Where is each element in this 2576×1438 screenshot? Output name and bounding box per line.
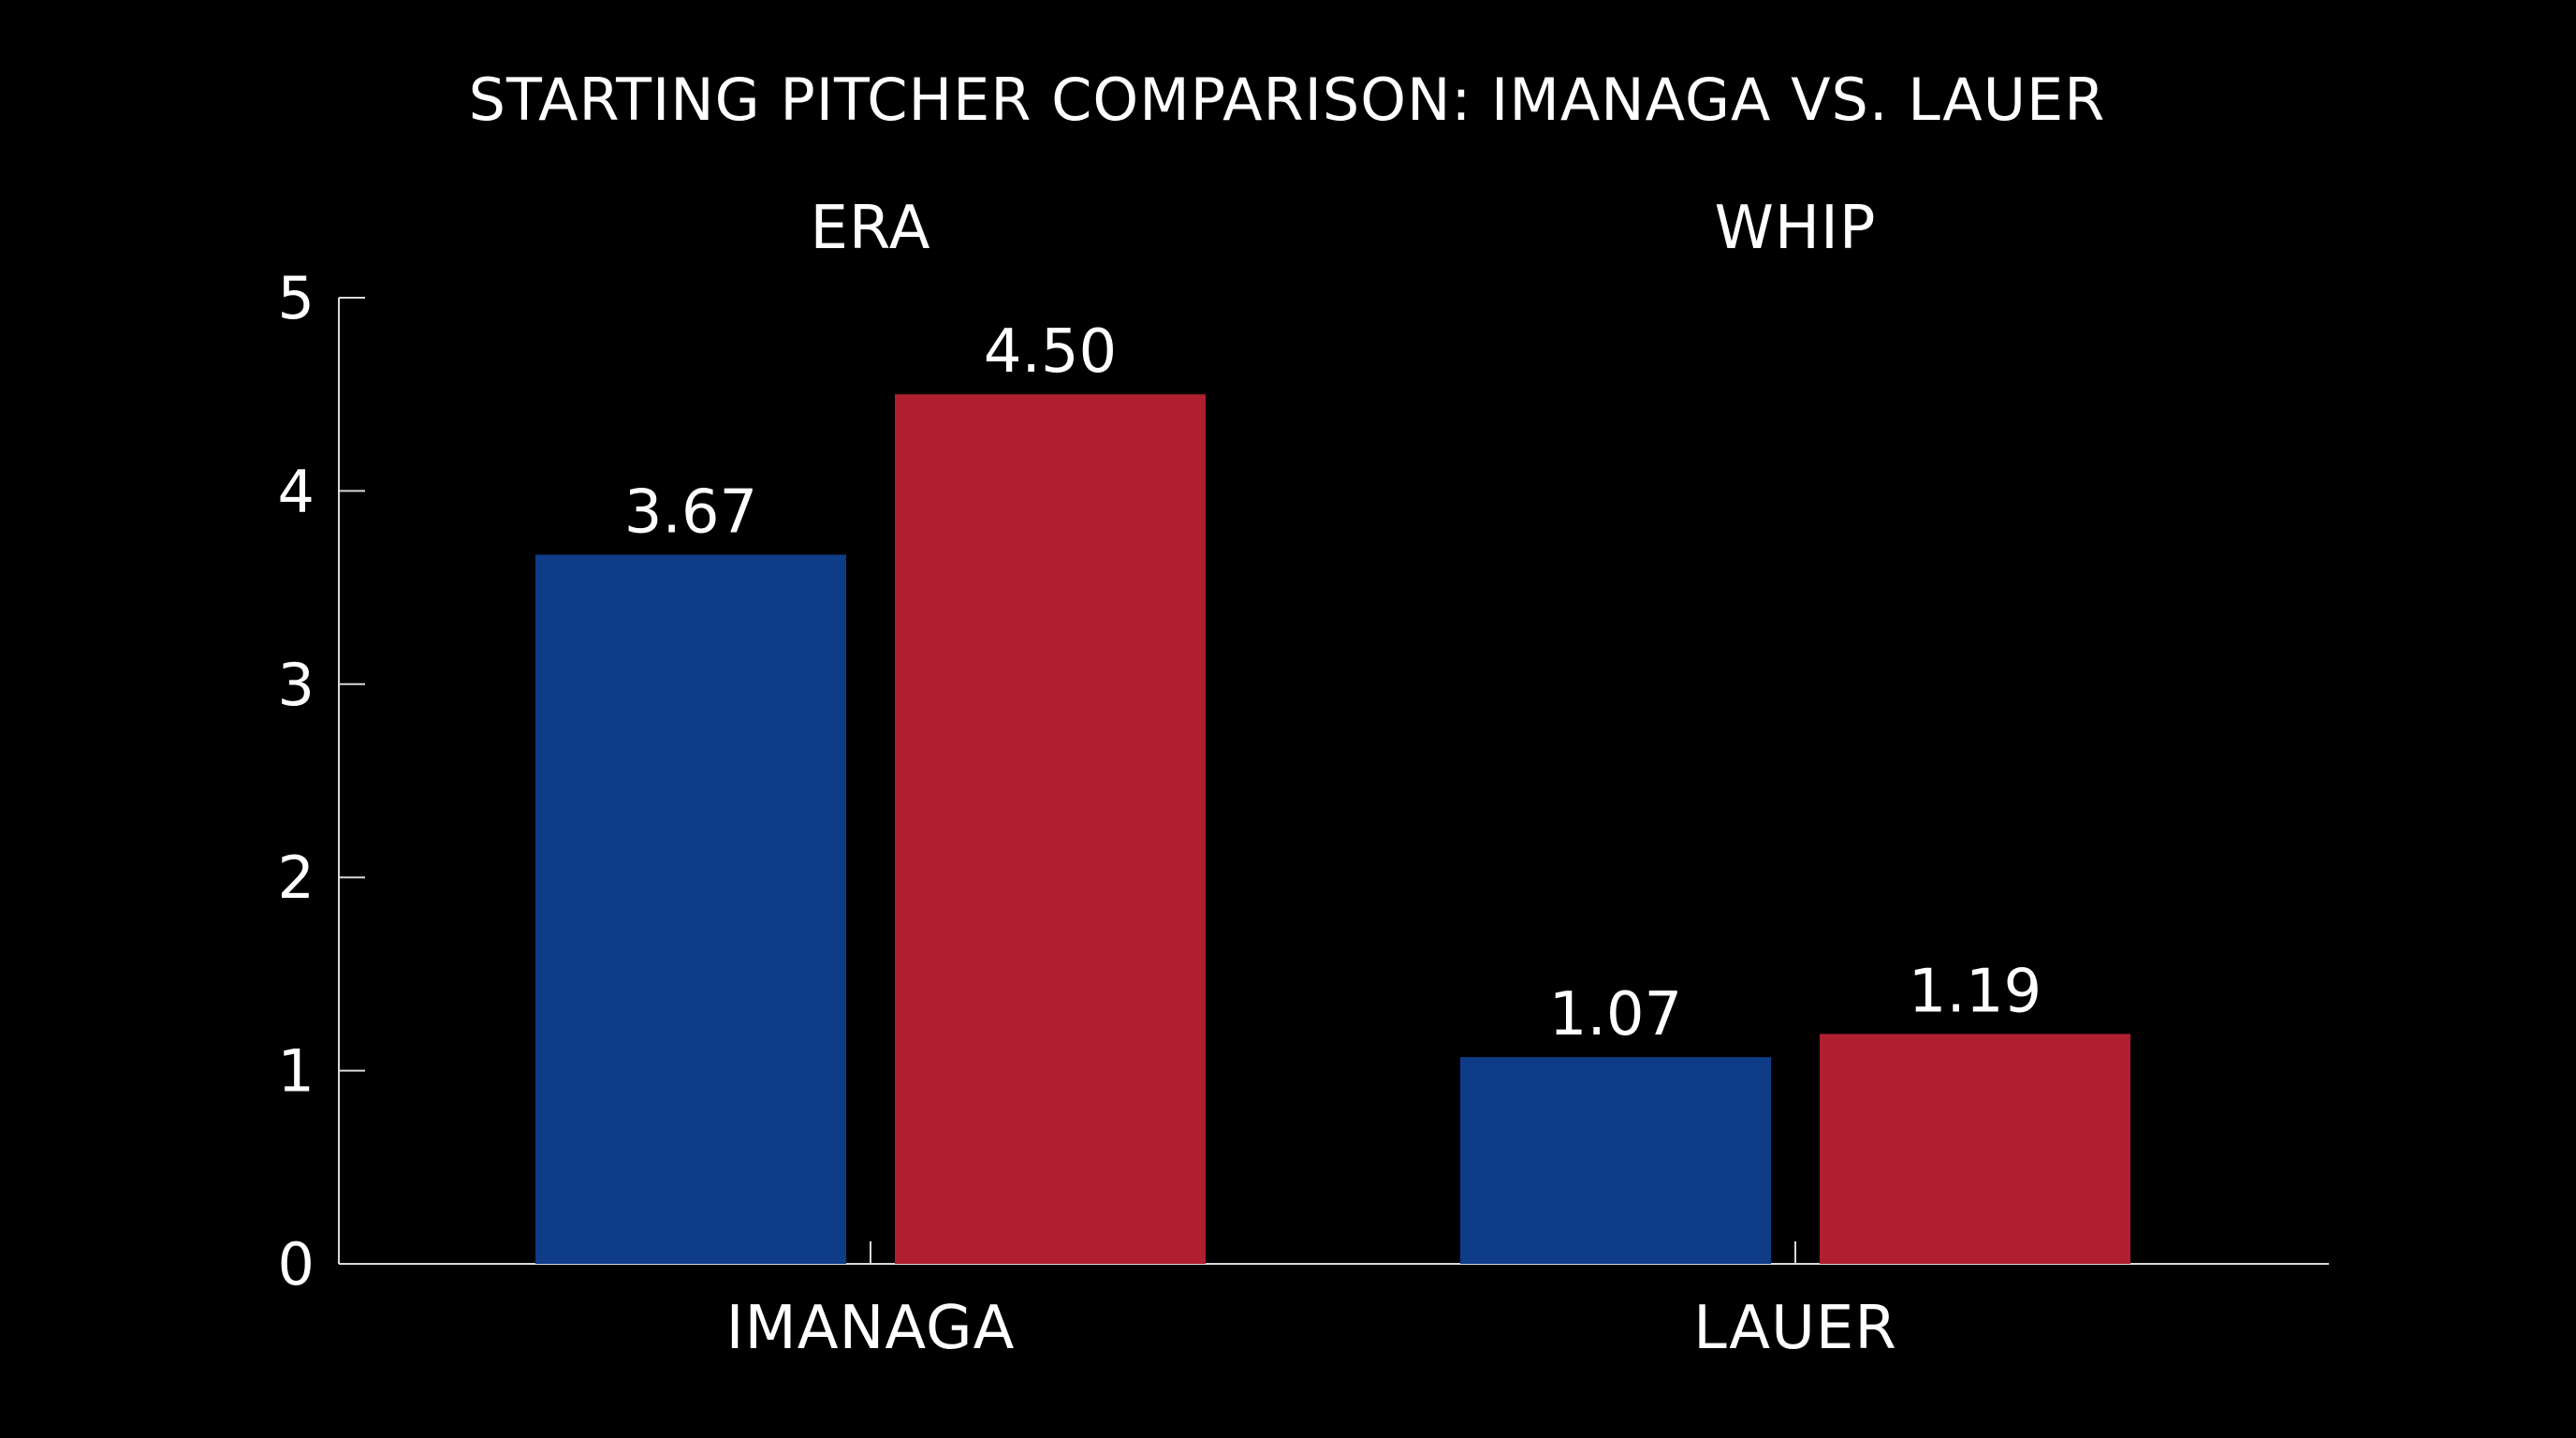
y-tick-label: 1 xyxy=(278,1037,315,1106)
y-tick-label: 5 xyxy=(278,264,315,332)
bar-value-label: 1.19 xyxy=(1909,957,2042,1026)
category-labels: ERA IMANAGA WHIP LAUER xyxy=(726,194,1897,1363)
y-tick-label: 0 xyxy=(278,1230,315,1299)
bar-value-label: 3.67 xyxy=(624,478,758,548)
y-tick-label: 4 xyxy=(278,457,315,525)
bar xyxy=(1820,1034,2130,1264)
bar-value-label: 4.50 xyxy=(984,317,1118,387)
group-metric-title: ERA xyxy=(810,194,930,263)
data-labels: 3.67 4.50 1.07 1.19 xyxy=(624,317,2042,1049)
y-tick-label: 2 xyxy=(278,844,315,912)
x-category-label: IMANAGA xyxy=(726,1294,1016,1363)
bar xyxy=(1460,1057,1771,1264)
bar xyxy=(535,554,846,1264)
bars xyxy=(535,394,2130,1264)
bar xyxy=(895,394,1206,1264)
group-metric-title: WHIP xyxy=(1715,194,1877,263)
bar-value-label: 1.07 xyxy=(1549,980,1683,1049)
x-category-label: LAUER xyxy=(1693,1294,1897,1363)
y-axis-ticks: 0 1 2 3 4 5 xyxy=(278,264,365,1299)
chart-title: STARTING PITCHER COMPARISON: IMANAGA VS.… xyxy=(469,66,2106,134)
y-tick-label: 3 xyxy=(278,651,315,719)
